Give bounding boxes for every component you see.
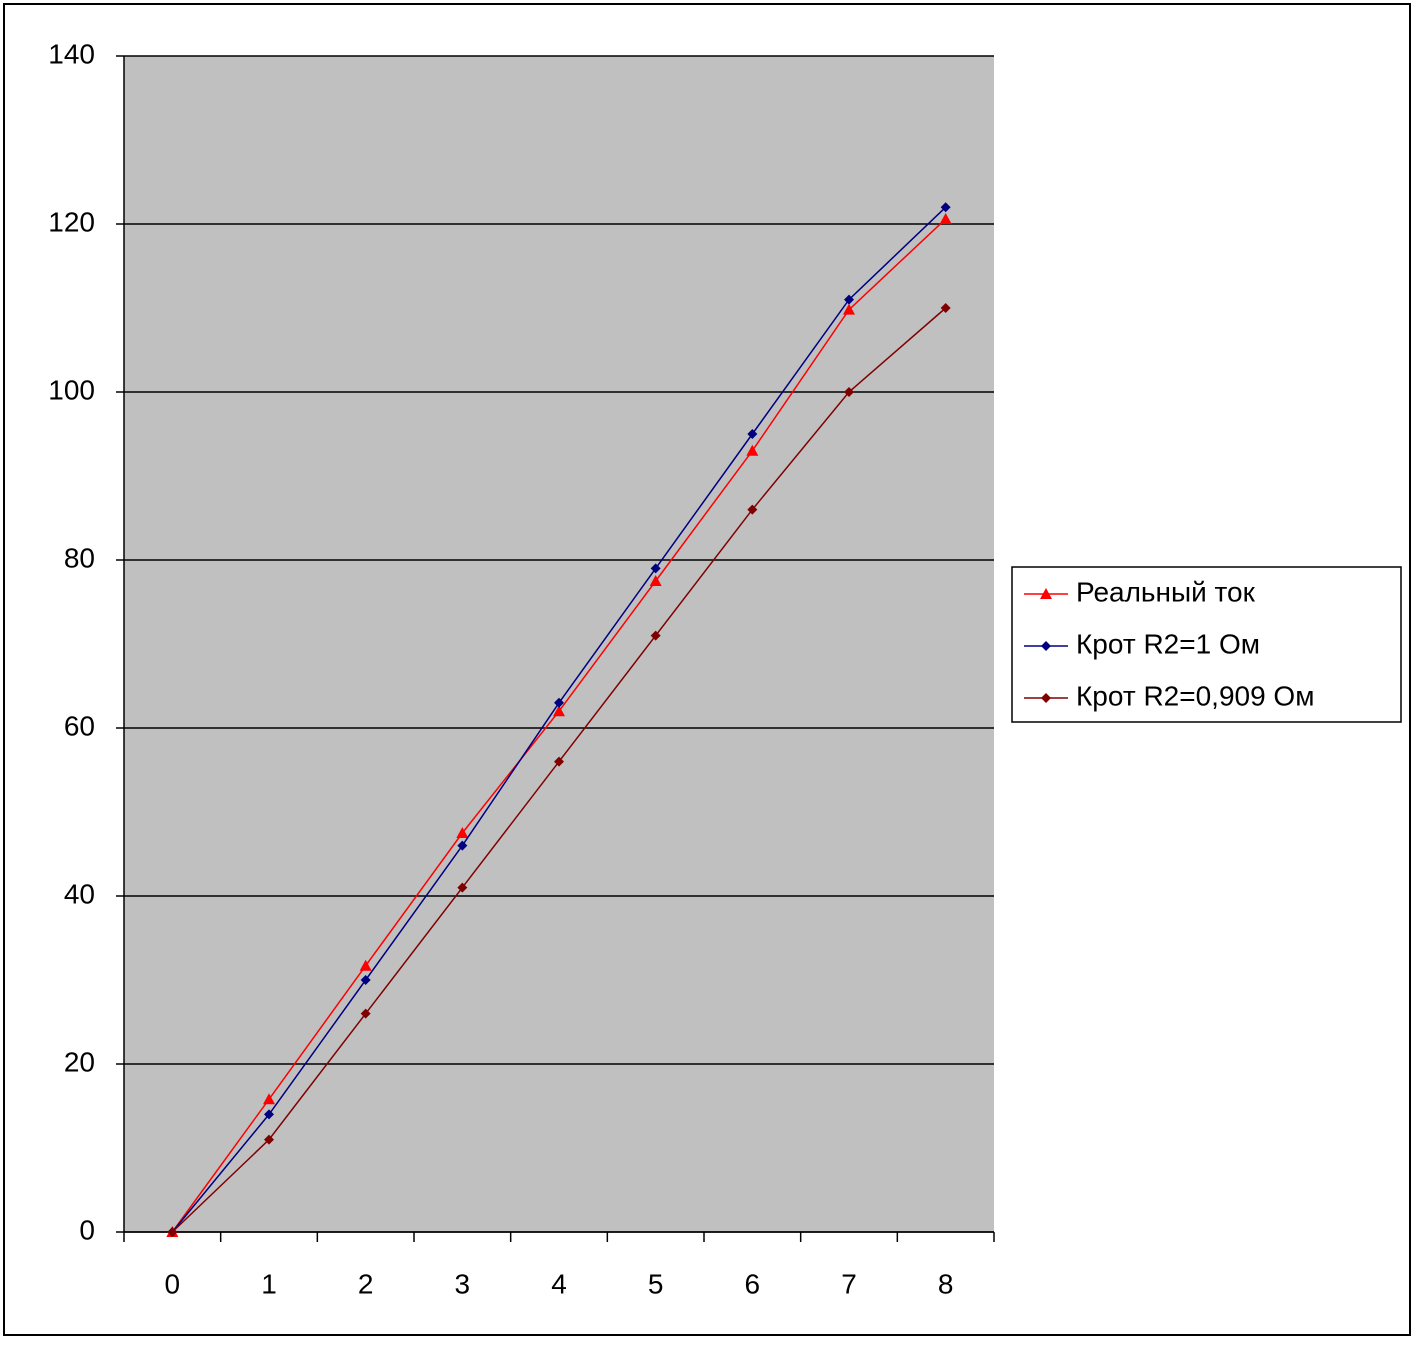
x-tick-label: 7 [841, 1268, 857, 1299]
data-point [167, 1227, 178, 1237]
x-tick-label: 6 [745, 1268, 761, 1299]
data-point [553, 705, 565, 717]
x-tick-label: 0 [165, 1268, 181, 1299]
data-point [747, 504, 758, 515]
data-point [649, 575, 662, 586]
data-point [844, 294, 854, 305]
data-point [264, 1134, 274, 1145]
x-tick-label: 4 [551, 1268, 567, 1299]
data-point [650, 630, 661, 641]
data-point [263, 1093, 275, 1105]
data-point [360, 975, 371, 985]
data-point [843, 303, 855, 315]
data-point [457, 840, 468, 851]
y-tick-label: 140 [48, 38, 95, 69]
y-tick-label: 120 [48, 206, 95, 237]
data-point [554, 697, 564, 708]
plot-area [124, 56, 994, 1232]
legend-marker [1041, 641, 1051, 651]
legend-marker [1041, 693, 1051, 703]
data-point [940, 303, 951, 313]
data-point [939, 212, 952, 224]
data-point [940, 202, 951, 213]
legend-label: Реальный ток [1076, 576, 1256, 607]
y-tick-label: 80 [64, 542, 95, 573]
y-tick-label: 60 [64, 710, 95, 741]
data-point [359, 959, 372, 971]
data-point [747, 429, 758, 439]
data-point [264, 1109, 274, 1120]
y-tick-label: 20 [64, 1046, 95, 1077]
data-point [554, 756, 564, 767]
data-point [360, 1008, 371, 1019]
data-point [456, 827, 469, 838]
x-tick-label: 5 [648, 1268, 664, 1299]
legend-marker [1040, 588, 1052, 599]
legend-label: Крот R2=1 Ом [1076, 628, 1260, 659]
data-point [746, 444, 759, 456]
x-tick-label: 2 [358, 1268, 374, 1299]
x-tick-label: 3 [455, 1268, 471, 1299]
data-point [457, 882, 468, 893]
y-tick-label: 0 [79, 1214, 95, 1245]
data-point [650, 563, 661, 574]
legend-label: Крот R2=0,909 Ом [1076, 680, 1314, 711]
x-tick-label: 8 [938, 1268, 954, 1299]
legend-box [1011, 566, 1402, 723]
y-tick-label: 100 [48, 374, 95, 405]
data-point [844, 387, 854, 397]
x-tick-label: 1 [261, 1268, 277, 1299]
y-tick-label: 40 [64, 878, 95, 909]
